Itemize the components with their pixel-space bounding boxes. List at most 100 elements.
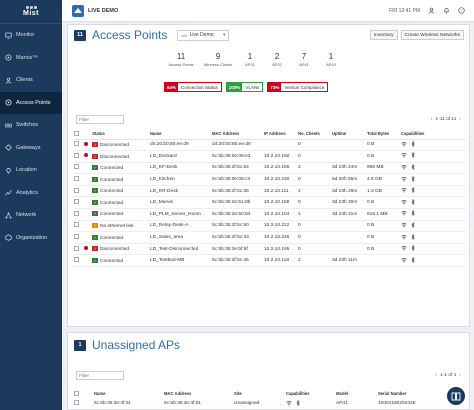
col-name[interactable]: Name xyxy=(150,129,212,140)
ap-name[interactable]: LD_Relay-Desk-A xyxy=(150,220,212,233)
select-all-checkbox[interactable] xyxy=(74,390,79,396)
bluetooth-icon xyxy=(411,198,415,205)
ap-name[interactable]: LD_PLM_Server_Room xyxy=(150,208,212,221)
user-icon[interactable] xyxy=(428,7,435,14)
bell-icon[interactable] xyxy=(443,7,450,14)
row-checkbox[interactable] xyxy=(74,141,79,147)
table-row[interactable]: ✓ Connected LD_PLM_Server_Room 5c:5b:35:2e:… xyxy=(74,208,466,221)
col-clients[interactable]: No. Clients xyxy=(298,129,332,140)
documentation-book-icon[interactable] xyxy=(447,387,465,405)
table-row[interactable]: ! Disconnected LD_Deckard 5c:5b:35:0e:06:e3… xyxy=(74,150,466,163)
col-uptime[interactable]: Uptime xyxy=(332,129,367,140)
mist-logo[interactable]: Mist xyxy=(0,0,62,24)
stat-1: 9 Wireless Clients xyxy=(201,53,235,68)
sle-badge[interactable]: 64% Connection Status xyxy=(164,82,222,92)
sidebar-item-marvis[interactable]: Marvis™ xyxy=(0,47,62,70)
ap-uptime xyxy=(332,150,367,163)
table-row[interactable]: ✓ Connected LD_Testbed-MB 5c:5b:35:2f:5c:45… xyxy=(74,254,466,268)
sle-badge[interactable]: 73% Version Compliance xyxy=(267,82,329,92)
sidebar-item-gateways[interactable]: Gateways xyxy=(0,137,62,160)
ap-ip: 10.2.10.118 xyxy=(264,254,298,268)
row-checkbox[interactable] xyxy=(74,400,79,405)
row-checkbox[interactable] xyxy=(74,210,79,216)
col-capabilities[interactable]: Capabilities xyxy=(401,129,466,140)
sidebar-item-network[interactable]: Network xyxy=(0,204,62,227)
sidebar-item-organization[interactable]: Organization xyxy=(0,227,62,250)
col-name[interactable]: Name xyxy=(94,391,106,396)
col-mac[interactable]: MAC Address xyxy=(164,391,192,396)
ap-uptime xyxy=(332,243,367,256)
table-row[interactable]: ✓ Connected LD_KF-Desk 5c:5b:35:2f:5c:54 10.… xyxy=(74,162,466,175)
pager-next-icon[interactable]: › xyxy=(459,373,461,378)
table-row[interactable]: ! No ethernet link LD_Relay-Desk-A 5c:5b:35… xyxy=(74,220,466,233)
pager-next-icon[interactable]: › xyxy=(459,117,461,122)
sidebar-item-monitor[interactable]: Monitor xyxy=(0,24,62,47)
ap-name[interactable]: LD_KR-Desk xyxy=(150,185,212,198)
row-checkbox[interactable] xyxy=(74,222,79,228)
ap-name[interactable]: LD_Marvis xyxy=(150,196,212,210)
row-checkbox[interactable] xyxy=(74,257,79,263)
row-checkbox[interactable] xyxy=(74,164,79,170)
sidebar-item-location[interactable]: Location xyxy=(0,159,62,182)
alert-dot-icon xyxy=(84,246,88,251)
table-row[interactable]: ! Disconnected d4:20:b0:80:ee:d9 d4:20:b0:8… xyxy=(74,139,466,152)
row-checkbox[interactable] xyxy=(74,176,79,182)
table-row[interactable]: ✓ Connected LD_Sales_area 5c:5b:35:2f:5c:33… xyxy=(74,231,466,244)
ap-filter-input[interactable] xyxy=(76,115,124,124)
unassigned-filter-input[interactable] xyxy=(76,371,124,380)
ap-name[interactable]: LD_Test-Disconnected xyxy=(150,243,212,256)
sidebar-item-label: Organization xyxy=(16,234,48,241)
switches-icon xyxy=(5,122,12,129)
ap-name[interactable]: d4:20:b0:80:ee:d9 xyxy=(150,139,212,152)
row-checkbox[interactable] xyxy=(74,187,79,193)
select-all-checkbox[interactable] xyxy=(74,130,79,136)
create-wireless-networks-button[interactable]: Create Wireless Networks xyxy=(400,30,464,40)
ap-name[interactable]: LD_KF-Desk xyxy=(150,162,212,175)
ap-name[interactable]: LD_Kitchen xyxy=(150,173,212,186)
ap-name[interactable]: LD_Testbed-MB xyxy=(150,254,212,268)
table-row[interactable]: ✓ Connected LD_Marvis 5c:5b:35:2e:51:8b 10.2… xyxy=(74,196,466,210)
status-badge-icon: ✓ xyxy=(92,257,98,263)
sidebar-item-clients[interactable]: Clients xyxy=(0,69,62,92)
bluetooth-icon xyxy=(411,245,415,252)
ap-clients: 2 xyxy=(298,162,332,175)
org-name[interactable]: LIVE DEMO xyxy=(88,7,119,14)
status-badge-icon: ✓ xyxy=(92,211,98,217)
sidebar-item-switches[interactable]: Switches xyxy=(0,114,62,137)
col-capabilities[interactable]: Capabilities xyxy=(286,391,310,396)
col-model[interactable]: Model xyxy=(336,391,349,396)
sle-badge[interactable]: 100% VLANs xyxy=(225,82,264,92)
row-checkbox[interactable] xyxy=(74,234,79,240)
col-mac[interactable]: MAC Address xyxy=(212,129,264,140)
row-checkbox[interactable] xyxy=(74,199,79,205)
ap-ip: 10.2.10.246 xyxy=(264,231,298,244)
col-status[interactable]: Status xyxy=(92,129,150,140)
table-row[interactable]: 5c:5b:35:3e:4f:01 5c:5b:35:3e:4f:01 Unassi… xyxy=(74,398,466,409)
ap-serial: 1000418020444E xyxy=(378,401,416,406)
table-row[interactable]: ! Disconnected LD_Test-Disconnected 5c:5b:3… xyxy=(74,243,466,256)
table-row[interactable]: ✓ Connected LD_KR-Desk 5c:5b:35:2f:5c:36 10.… xyxy=(74,185,466,198)
ap-pagination: ‹ 1-11 of 11 › xyxy=(431,117,461,122)
col-bytes[interactable]: Total Bytes xyxy=(367,129,401,140)
pager-prev-icon[interactable]: ‹ xyxy=(430,117,433,122)
ap-bytes: 4.8 GB xyxy=(367,173,401,186)
ap-name[interactable]: LD_Deckard xyxy=(150,150,212,163)
marvis-icon xyxy=(5,54,12,61)
site-selector[interactable]: site Live Demo ▾ xyxy=(177,29,230,41)
sidebar-item-access-points[interactable]: Access Points xyxy=(0,91,62,114)
col-site[interactable]: Site xyxy=(234,391,242,396)
row-checkbox[interactable] xyxy=(74,245,79,251)
row-checkbox[interactable] xyxy=(74,152,79,158)
help-icon[interactable]: ? xyxy=(458,7,465,14)
ap-name[interactable]: LD_Sales_area xyxy=(150,231,212,244)
bluetooth-icon xyxy=(411,256,415,263)
table-row[interactable]: ✓ Connected LD_Kitchen 5c:5b:35:0e:05:c3 10.… xyxy=(74,173,466,186)
ap-summary: 11 Access Points 9 Wireless Clients 1 AP21 2 AP… xyxy=(164,53,346,68)
status-text: Disconnected xyxy=(100,142,130,148)
col-serial[interactable]: Serial Number xyxy=(378,391,407,396)
pager-prev-icon[interactable]: ‹ xyxy=(435,373,438,378)
col-ip[interactable]: IP Address xyxy=(264,129,298,140)
inventory-button[interactable]: Inventory xyxy=(369,30,398,40)
ap-name[interactable]: 5c:5b:35:3e:4f:01 xyxy=(94,401,132,406)
sidebar-item-analytics[interactable]: Analytics xyxy=(0,182,62,205)
